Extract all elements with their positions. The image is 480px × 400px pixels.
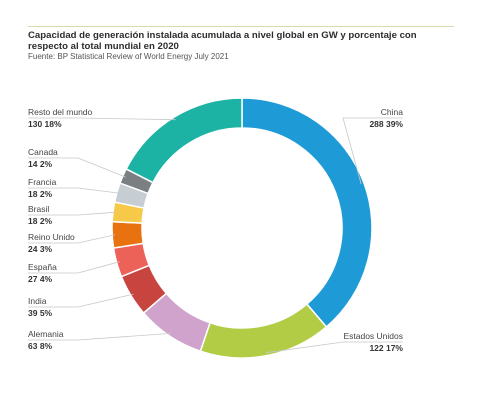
value-canada: 14 2% — [28, 159, 53, 169]
leader-brasil — [28, 211, 117, 216]
leader-alemania — [28, 332, 172, 341]
value-resto-del-mundo: 130 18% — [28, 119, 62, 129]
value-alemania: 63 8% — [28, 341, 53, 351]
value-estados-unidos: 122 17% — [369, 343, 403, 353]
value-india: 39 5% — [28, 308, 53, 318]
leader-resto-del-mundo — [28, 117, 176, 121]
value-espana: 27 4% — [28, 274, 53, 284]
slice-reino-unido — [111, 220, 145, 249]
label-alemania: Alemania — [28, 329, 64, 339]
leader-lines — [28, 117, 403, 354]
label-reino-unido: Reino Unido — [28, 232, 75, 242]
value-francia: 18 2% — [28, 189, 53, 199]
leader-estados-unidos — [265, 341, 403, 354]
slice-labels: China 288 39% Estados Unidos 122 17% Alemani… — [28, 107, 403, 353]
label-brasil: Brasil — [28, 204, 49, 214]
slice-estados-unidos — [199, 303, 328, 359]
leader-china — [342, 117, 403, 185]
chart-title: Capacidad de generación instalada acumul… — [28, 30, 417, 52]
donut-slices — [111, 97, 373, 359]
leader-india — [28, 293, 134, 308]
label-canada: Canada — [28, 147, 58, 157]
label-estados-unidos: Estados Unidos — [343, 331, 403, 341]
leader-reino-unido — [28, 234, 116, 244]
value-reino-unido: 24 3% — [28, 244, 53, 254]
label-china: China — [381, 107, 403, 117]
slice-resto-del-mundo — [125, 97, 243, 184]
label-espana: España — [28, 262, 57, 272]
chart-source: Fuente: BP Statistical Review of World E… — [28, 52, 229, 61]
label-resto-del-mundo: Resto del mundo — [28, 107, 93, 117]
leader-canada — [28, 157, 126, 178]
title-rule — [28, 26, 454, 27]
leader-francia — [28, 187, 120, 194]
label-india: India — [28, 296, 47, 306]
value-china: 288 39% — [369, 119, 403, 129]
slice-china — [241, 97, 373, 328]
label-francia: Francia — [28, 177, 57, 187]
leader-espana — [28, 261, 120, 274]
value-brasil: 18 2% — [28, 216, 53, 226]
